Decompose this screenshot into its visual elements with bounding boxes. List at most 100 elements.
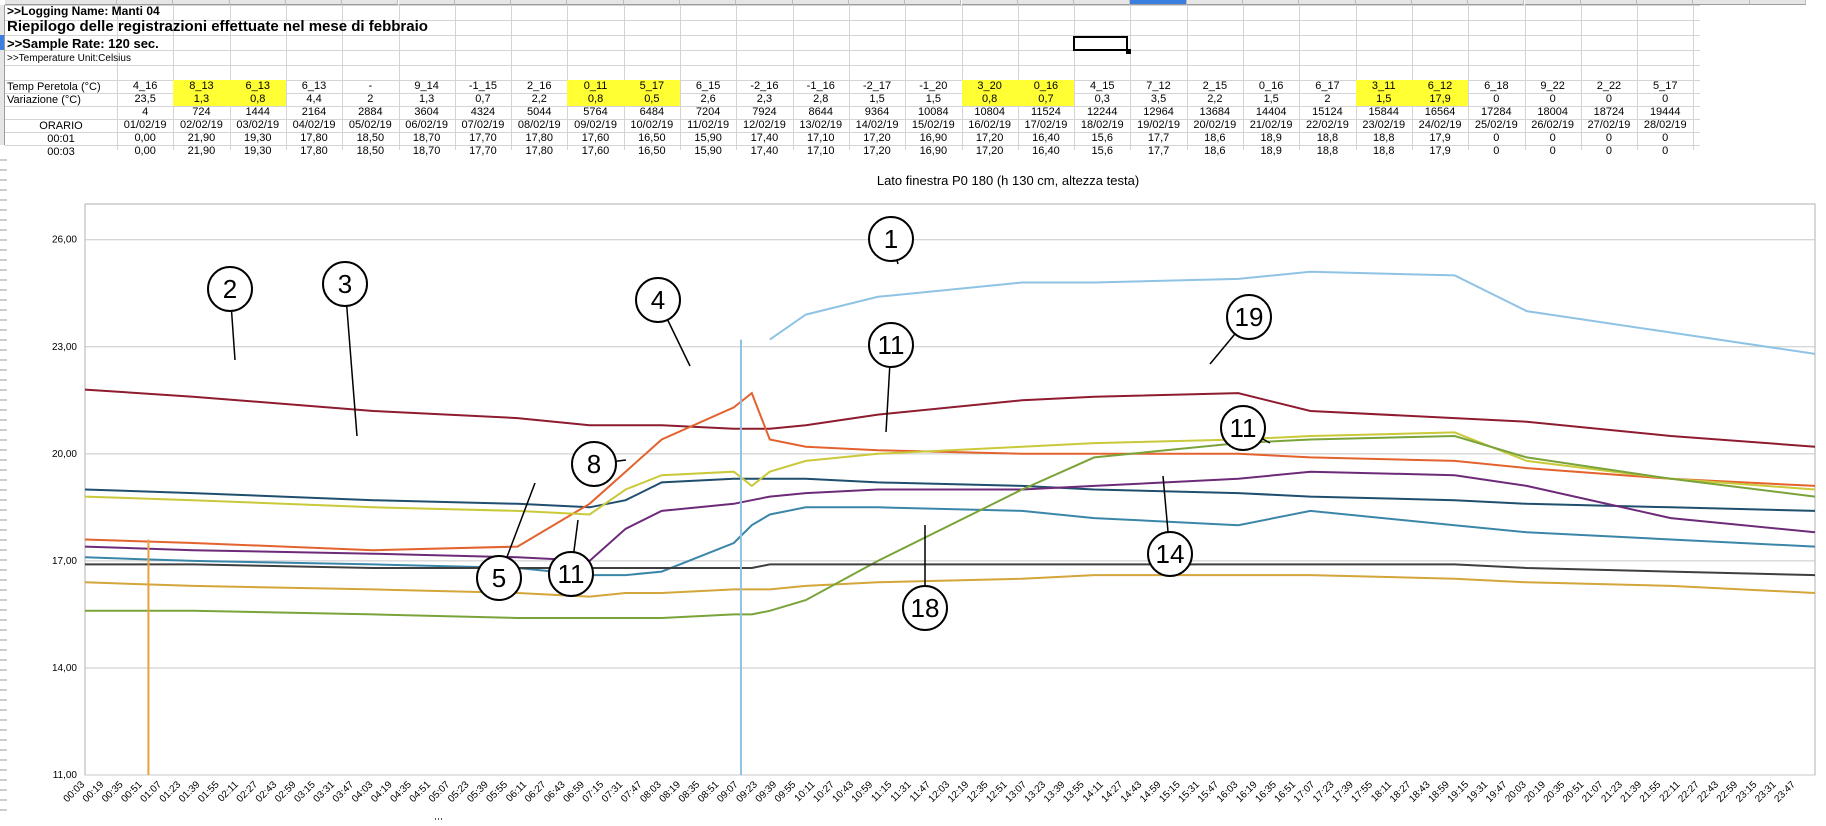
table-cell[interactable]: 19444 <box>1649 106 1681 118</box>
table-cell[interactable]: 2164 <box>301 106 327 118</box>
row-header[interactable] <box>0 80 5 93</box>
callout-circle[interactable] <box>868 322 914 368</box>
table-cell[interactable]: 10804 <box>974 106 1005 118</box>
column-header[interactable] <box>1130 0 1187 5</box>
table-cell[interactable]: 11524 <box>1031 106 1061 118</box>
table-cell[interactable]: 0,5 <box>623 93 680 106</box>
table-cell[interactable]: 18,8 <box>1316 132 1339 144</box>
table-cell[interactable]: 8644 <box>808 106 833 118</box>
table-cell[interactable]: 12/02/19 <box>743 119 786 131</box>
column-header[interactable] <box>117 0 174 5</box>
column-header[interactable] <box>680 0 737 5</box>
table-cell[interactable]: 2,2 <box>531 93 547 105</box>
table-cell[interactable]: 1444 <box>245 106 270 118</box>
column-header[interactable] <box>1186 0 1243 5</box>
table-cell[interactable]: 23,5 <box>134 93 156 105</box>
table-cell[interactable]: 0 <box>1662 132 1669 144</box>
column-header[interactable] <box>511 0 568 5</box>
table-cell[interactable]: 10084 <box>918 106 949 118</box>
table-cell[interactable]: 17,9 <box>1429 145 1451 157</box>
table-cell[interactable]: 0 <box>1493 93 1500 105</box>
table-cell[interactable]: 0,7 <box>475 93 491 105</box>
table-cell[interactable]: 19,30 <box>243 145 272 157</box>
series-line[interactable] <box>84 431 1816 516</box>
table-cell[interactable]: 17,80 <box>300 132 328 144</box>
table-cell[interactable]: 5764 <box>583 106 608 118</box>
table-cell[interactable]: 03/02/19 <box>236 119 280 131</box>
table-cell[interactable]: 07/02/19 <box>461 119 505 131</box>
logging-name[interactable]: >>Logging Name: Manti 04 <box>7 4 160 18</box>
callout-circle[interactable] <box>1226 294 1272 340</box>
table-cell[interactable]: 28/02/19 <box>1643 119 1687 131</box>
table-cell[interactable]: 7924 <box>752 106 777 118</box>
row-header[interactable] <box>0 119 5 132</box>
table-cell[interactable]: 19/02/19 <box>1137 119 1180 131</box>
table-cell[interactable]: 25/02/19 <box>1474 119 1518 131</box>
table-cell[interactable]: 19,30 <box>243 132 272 144</box>
table-cell[interactable]: 17,40 <box>750 145 779 157</box>
row-header[interactable] <box>0 20 5 35</box>
table-cell[interactable]: 7_12 <box>1146 80 1171 92</box>
table-cell[interactable]: 26/02/19 <box>1531 119 1575 131</box>
table-cell[interactable]: 15,6 <box>1091 145 1113 157</box>
table-cell[interactable]: 0_16 <box>1017 80 1075 93</box>
table-cell[interactable]: 0_16 <box>1258 80 1284 92</box>
column-header[interactable] <box>398 0 455 5</box>
row-header[interactable] <box>0 50 5 65</box>
table-cell[interactable]: 17,60 <box>581 145 610 157</box>
table-cell[interactable]: 24/02/19 <box>1418 119 1462 131</box>
table-cell[interactable]: 1,5 <box>869 93 885 105</box>
table-cell[interactable]: 10/02/19 <box>630 119 674 131</box>
table-cell[interactable]: 18,8 <box>1373 145 1395 157</box>
series-line[interactable] <box>85 563 1816 577</box>
active-cell[interactable] <box>1073 36 1128 51</box>
column-header[interactable] <box>1243 0 1300 5</box>
column-header[interactable] <box>1411 0 1469 5</box>
column-header[interactable] <box>736 0 793 5</box>
table-cell[interactable]: 15,90 <box>694 132 722 144</box>
table-cell[interactable]: 1,3 <box>173 93 230 106</box>
table-cell[interactable]: 12244 <box>1086 106 1118 118</box>
column-header[interactable] <box>1580 0 1638 5</box>
table-cell[interactable]: 0 <box>1605 93 1612 105</box>
table-cell[interactable]: 4_15 <box>1090 80 1115 92</box>
table-cell[interactable]: 0_11 <box>567 80 624 93</box>
table-cell[interactable]: 21,90 <box>187 132 216 144</box>
table-cell[interactable]: 17,20 <box>975 132 1004 144</box>
temperature-unit[interactable]: >>Temperature Unit:Celsius <box>7 53 131 64</box>
row-header[interactable] <box>0 65 5 80</box>
sheet-title[interactable]: Riepilogo delle registrazioni effettuate… <box>7 18 428 35</box>
table-cell[interactable]: 3_11 <box>1355 80 1412 93</box>
table-cell[interactable]: 17,40 <box>750 132 779 144</box>
column-header[interactable] <box>623 0 680 5</box>
column-header[interactable] <box>1017 0 1075 5</box>
series-line[interactable] <box>84 388 1816 448</box>
table-cell[interactable]: -1_15 <box>468 80 498 92</box>
table-cell[interactable]: 4_16 <box>132 80 158 92</box>
column-header[interactable] <box>1355 0 1412 5</box>
table-cell[interactable]: 9_14 <box>414 80 439 92</box>
table-cell[interactable]: 18,9 <box>1260 132 1282 144</box>
table-cell[interactable]: 0 <box>1549 132 1556 144</box>
table-cell[interactable]: 0,7 <box>1017 93 1075 106</box>
callout-circle[interactable] <box>476 555 522 601</box>
table-cell[interactable]: 4324 <box>470 106 496 118</box>
table-cell[interactable]: 4 <box>142 106 149 118</box>
table-cell[interactable]: 22/02/19 <box>1306 119 1349 131</box>
table-cell[interactable]: 17,20 <box>863 132 891 144</box>
column-header[interactable] <box>1074 0 1131 5</box>
table-cell[interactable]: 15/02/19 <box>911 119 955 131</box>
table-cell[interactable]: 18004 <box>1537 106 1568 118</box>
table-cell[interactable]: 16,40 <box>1032 145 1060 157</box>
column-header[interactable] <box>1693 0 1750 5</box>
row-header[interactable] <box>0 132 5 145</box>
table-cell[interactable]: 17,7 <box>1147 145 1170 157</box>
table-cell[interactable]: 12964 <box>1143 106 1174 118</box>
table-cell[interactable]: 0,8 <box>229 93 286 106</box>
callout-circle[interactable] <box>548 551 594 597</box>
table-cell[interactable]: 6_13 <box>301 80 327 92</box>
table-cell[interactable]: 05/02/19 <box>348 119 392 131</box>
callout-circle[interactable] <box>571 441 617 487</box>
table-cell[interactable]: 17/02/19 <box>1024 119 1068 131</box>
column-header[interactable] <box>1299 0 1356 5</box>
